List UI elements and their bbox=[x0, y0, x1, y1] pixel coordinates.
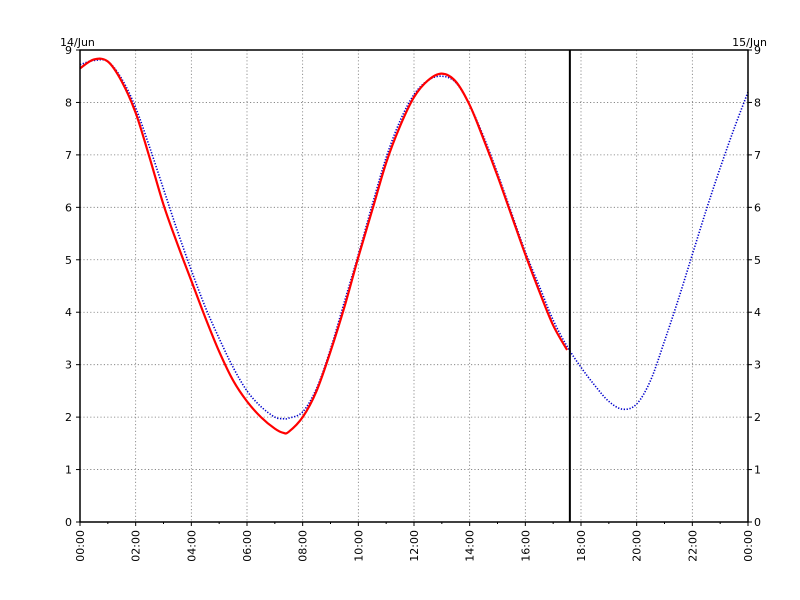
y-tick-label: 0 bbox=[65, 516, 72, 529]
y-tick-label-right: 0 bbox=[754, 516, 761, 529]
y-tick-label: 8 bbox=[65, 96, 72, 109]
date-end-label: 15/Jun bbox=[732, 36, 767, 49]
y-tick-label-right: 8 bbox=[754, 96, 761, 109]
x-tick-label: 12:00 bbox=[408, 530, 421, 562]
y-tick-label-right: 5 bbox=[754, 254, 761, 267]
y-tick-label: 3 bbox=[65, 359, 72, 372]
x-tick-label: 02:00 bbox=[130, 530, 143, 562]
y-tick-label: 5 bbox=[65, 254, 72, 267]
x-tick-label: 10:00 bbox=[352, 530, 365, 562]
x-tick-label: 14:00 bbox=[464, 530, 477, 562]
left-y-axis: 0 1 2 3 4 5 6 7 8 9 bbox=[65, 44, 80, 529]
x-tick-label: 00:00 bbox=[74, 530, 87, 562]
x-tick-label: 06:00 bbox=[241, 530, 254, 562]
y-tick-label-right: 6 bbox=[754, 201, 761, 214]
x-tick-label: 00:00 bbox=[742, 530, 755, 562]
observed-tide-line bbox=[79, 57, 569, 435]
y-tick-label: 1 bbox=[65, 464, 72, 477]
y-tick-label: 6 bbox=[65, 201, 72, 214]
y-tick-label-right: 1 bbox=[754, 464, 761, 477]
y-tick-label-right: 2 bbox=[754, 411, 761, 424]
x-tick-label: 08:00 bbox=[297, 530, 310, 562]
right-y-axis: 0 1 2 3 4 5 6 7 8 9 bbox=[748, 44, 761, 529]
x-tick-label: 04:00 bbox=[185, 530, 198, 562]
x-tick-label: 18:00 bbox=[575, 530, 588, 562]
date-start-label: 14/Jun bbox=[60, 36, 95, 49]
x-tick-label: 16:00 bbox=[519, 530, 532, 562]
y-tick-label: 2 bbox=[65, 411, 72, 424]
y-tick-label-right: 4 bbox=[754, 306, 761, 319]
y-tick-label-right: 3 bbox=[754, 359, 761, 372]
series-layer bbox=[79, 57, 749, 435]
grid-lines bbox=[80, 50, 748, 522]
predicted-tide-line bbox=[79, 58, 749, 420]
y-tick-label: 9 bbox=[65, 44, 72, 57]
y-tick-label: 4 bbox=[65, 306, 72, 319]
y-tick-label: 7 bbox=[65, 149, 72, 162]
y-tick-label-right: 7 bbox=[754, 149, 761, 162]
x-axis: 00:00 02:00 04:00 06:00 08:00 10:00 12:00 14:00… bbox=[74, 522, 755, 562]
y-tick-label-right: 9 bbox=[754, 44, 761, 57]
x-tick-label: 20:00 bbox=[631, 530, 644, 562]
x-tick-label: 22:00 bbox=[686, 530, 699, 562]
